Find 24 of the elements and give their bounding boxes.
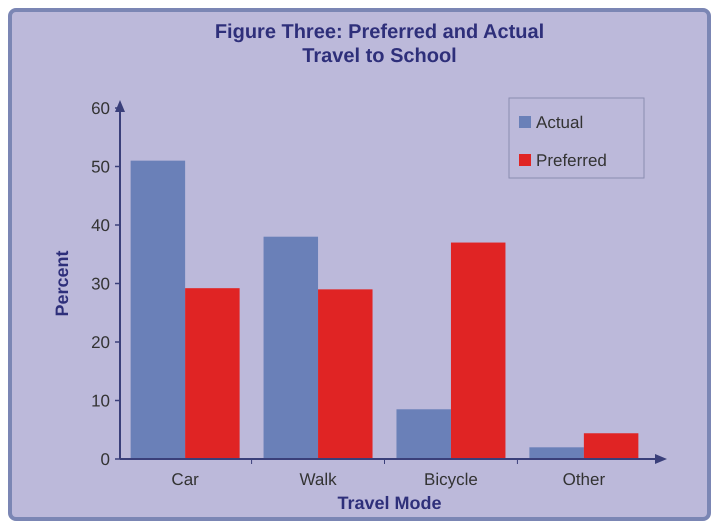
x-tick-label: Bicycle <box>424 470 478 489</box>
y-axis-title: Percent <box>52 250 72 317</box>
y-tick-label: 10 <box>91 391 110 410</box>
x-tick-label: Walk <box>299 470 338 489</box>
y-tick-label: 60 <box>91 98 110 118</box>
x-tick-label: Other <box>562 470 606 489</box>
bar <box>185 288 240 459</box>
bar <box>450 242 506 459</box>
chart-title: Figure Three: Preferred and Actual Travel to School <box>214 21 544 67</box>
bar <box>318 289 373 459</box>
bar <box>130 160 186 459</box>
y-tick-label: 0 <box>100 450 110 469</box>
y-tick-label: 30 <box>91 274 110 294</box>
bar <box>529 447 584 459</box>
y-tick-label: 40 <box>91 216 110 235</box>
bar <box>396 409 451 459</box>
legend-label: Preferred <box>536 150 607 170</box>
y-tick-label: 50 <box>91 157 110 176</box>
bar <box>584 433 638 459</box>
y-tick-label: 20 <box>91 332 110 352</box>
bar <box>264 236 318 459</box>
x-axis-title: Travel Mode <box>337 493 442 513</box>
legend-label: Actual <box>536 112 584 132</box>
x-tick-label: Car <box>171 470 200 489</box>
